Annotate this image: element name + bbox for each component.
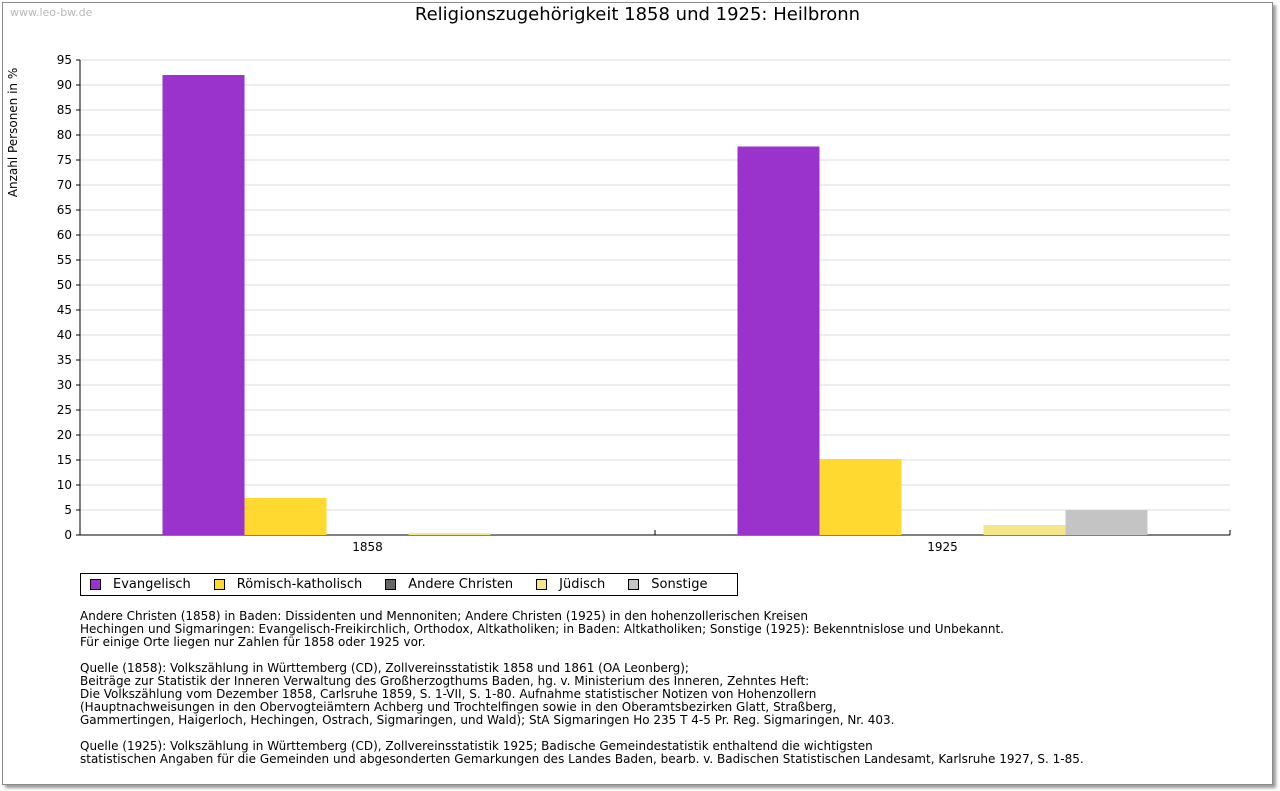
bar-chart: 0 5 10 15 20 25 30 35 40 45 50 55 60 65 70 75 80 85 90 95 An… xyxy=(6,53,1231,554)
y-tick-label: 45 xyxy=(57,303,72,317)
legend-item: Andere Christen xyxy=(385,577,513,592)
bar-evangelisch-1925 xyxy=(737,146,820,535)
y-tick-label: 30 xyxy=(57,378,72,392)
bar-evangelisch-1858 xyxy=(162,75,245,535)
legend-item: Jüdisch xyxy=(536,577,605,592)
y-tick-label: 40 xyxy=(57,328,72,342)
legend-label: Evangelisch xyxy=(113,577,191,592)
note-line: Gammertingen, Haigerloch, Hechingen, Ost… xyxy=(80,713,895,727)
legend: Evangelisch Römisch-katholisch Andere Chri… xyxy=(80,573,738,596)
legend-swatch xyxy=(213,579,225,590)
note-line: statistischen Angaben für die Gemeinden … xyxy=(80,752,1084,766)
legend-label: Sonstige xyxy=(651,577,708,592)
y-tick-label: 50 xyxy=(57,278,72,292)
y-tick-label: 85 xyxy=(57,103,72,117)
legend-swatch xyxy=(385,579,397,590)
legend-item: Sonstige xyxy=(628,577,707,592)
note-line: Quelle (1858): Volkszählung in Württembe… xyxy=(80,661,689,675)
bar-j-disch-1858 xyxy=(408,533,491,535)
y-tick-label: 90 xyxy=(57,78,72,92)
y-tick-label: 75 xyxy=(57,153,72,167)
legend-swatch xyxy=(90,579,101,590)
legend-swatch xyxy=(628,579,640,590)
x-tick-label: 1925 xyxy=(927,540,958,554)
bar-sonstige-1925 xyxy=(1065,510,1148,535)
y-tick-label: 95 xyxy=(57,53,72,67)
bar-r-misch-katholisch-1858 xyxy=(244,498,327,535)
legend-swatch xyxy=(536,579,548,590)
legend-item: Römisch-katholisch xyxy=(213,577,363,592)
y-axis-label: Anzahl Personen in % xyxy=(6,68,20,198)
legend-item: Evangelisch xyxy=(90,577,191,592)
bar-r-misch-katholisch-1925 xyxy=(819,459,902,535)
x-tick-label: 1858 xyxy=(352,540,383,554)
legend-label: Jüdisch xyxy=(559,577,606,592)
notes: Andere Christen (1858) in Baden: Disside… xyxy=(80,610,1084,779)
note-block: Quelle (1858): Volkszählung in Württembe… xyxy=(80,662,1084,727)
y-tick-label: 55 xyxy=(57,253,72,267)
legend-label: Andere Christen xyxy=(408,577,514,592)
y-tick-label: 65 xyxy=(57,203,72,217)
note-line: Die Volkszählung vom Dezember 1858, Carl… xyxy=(80,687,817,701)
note-line: (Hauptnachweisungen in den Obervogteiämt… xyxy=(80,700,837,714)
note-line: Für einige Orte liegen nur Zahlen für 18… xyxy=(80,635,426,649)
legend-label: Römisch-katholisch xyxy=(236,577,363,592)
y-tick-label: 60 xyxy=(57,228,72,242)
y-tick-label: 35 xyxy=(57,353,72,367)
bar-j-disch-1925 xyxy=(983,525,1066,535)
y-tick-label: 10 xyxy=(57,478,72,492)
y-tick-label: 80 xyxy=(57,128,72,142)
y-tick-label: 20 xyxy=(57,428,72,442)
note-line: Quelle (1925): Volkszählung in Württembe… xyxy=(80,739,873,753)
note-block: Andere Christen (1858) in Baden: Disside… xyxy=(80,610,1084,649)
note-line: Beiträge zur Statistik der Inneren Verwa… xyxy=(80,674,810,688)
watermark: www.leo-bw.de xyxy=(10,6,93,19)
y-tick-label: 0 xyxy=(64,528,72,542)
note-line: Andere Christen (1858) in Baden: Disside… xyxy=(80,609,808,623)
chart-title: Religionszugehörigkeit 1858 und 1925: He… xyxy=(414,4,861,25)
note-line: Hechingen und Sigmaringen: Evangelisch-F… xyxy=(80,622,1004,636)
y-tick-label: 15 xyxy=(57,453,72,467)
y-tick-label: 25 xyxy=(57,403,72,417)
y-tick-label: 5 xyxy=(64,503,72,517)
y-tick-label: 70 xyxy=(57,178,72,192)
note-block: Quelle (1925): Volkszählung in Württembe… xyxy=(80,740,1084,766)
